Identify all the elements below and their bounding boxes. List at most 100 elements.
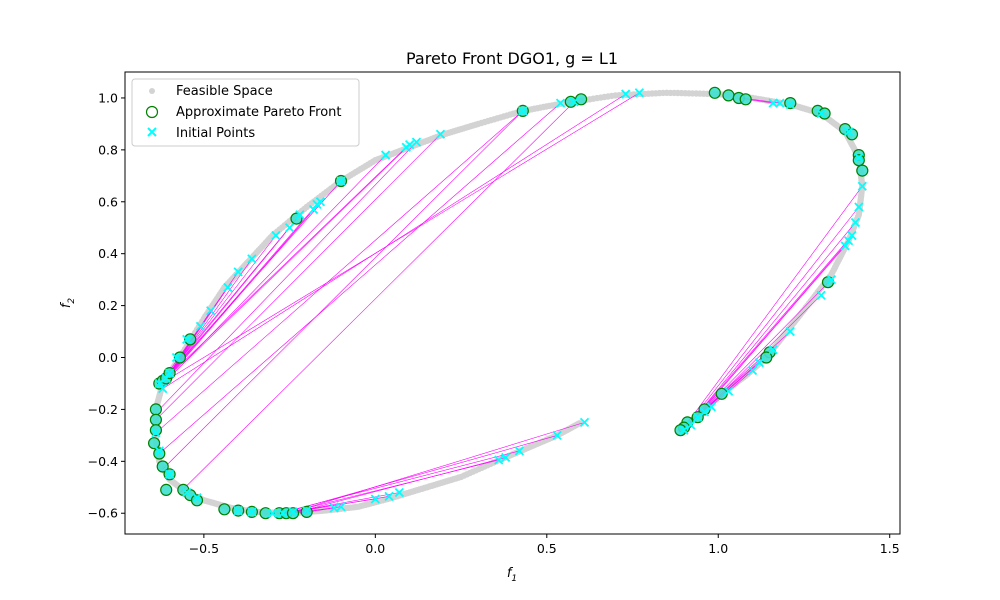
pareto-point (856, 164, 869, 177)
initial-point (754, 358, 765, 368)
initial-points-layer (151, 88, 867, 518)
pareto-point (148, 437, 161, 450)
y-tick-label: −0.4 (88, 454, 118, 469)
initial-point (552, 430, 562, 441)
pareto-point (184, 333, 197, 346)
legend-initial-label: Initial Points (176, 126, 255, 141)
pareto-point (784, 96, 797, 110)
initial-point (223, 282, 233, 293)
initial-point (634, 88, 645, 98)
y-tick-label: 0.4 (98, 246, 118, 261)
pareto-point (149, 403, 162, 416)
initial-point (278, 508, 288, 518)
legend-pareto-label: Approximate Pareto Front (176, 105, 342, 120)
initial-point (195, 321, 206, 331)
initial-point (182, 487, 192, 498)
link-line (162, 110, 524, 470)
x-axis-ticks: −0.5 0.0 0.5 1.0 1.5 (189, 534, 900, 556)
link-line (687, 206, 860, 426)
y-axis-ticks: −0.6 −0.4 −0.2 0.0 0.2 0.4 0.6 0.8 1.0 (88, 90, 125, 521)
y-axis-label-subscript: 2 (67, 298, 77, 304)
initial-point (295, 210, 305, 220)
initial-point (785, 99, 795, 110)
pareto-point (153, 447, 166, 460)
initial-point (158, 384, 168, 394)
initial-point (847, 230, 857, 241)
pareto-point (190, 494, 204, 507)
y-axis-label-main: f (59, 301, 74, 308)
link-line (165, 227, 290, 379)
link-line (162, 144, 410, 384)
y-tick-label: 0.8 (98, 142, 118, 157)
initial-point (233, 267, 243, 277)
legend-feasible-label: Feasible Space (176, 84, 273, 99)
pareto-point (160, 483, 173, 496)
link-line (155, 110, 523, 434)
initial-point (233, 506, 243, 516)
link-line (155, 134, 441, 421)
initial-point (857, 181, 867, 191)
initial-point (850, 217, 861, 228)
initial-point (514, 446, 524, 456)
initial-point (288, 507, 298, 517)
link-line (165, 154, 386, 382)
link-line (162, 93, 626, 389)
pareto-point (149, 424, 162, 437)
legend-box (131, 78, 360, 147)
initial-point (394, 487, 404, 498)
initial-point (579, 417, 590, 428)
x-tick-label: −0.5 (189, 541, 219, 556)
x-tick-label: 0.0 (365, 541, 385, 556)
x-axis-label: f1 (507, 566, 517, 584)
initial-point (621, 89, 631, 99)
initial-point (768, 345, 778, 355)
initial-point (271, 230, 281, 241)
link-line (286, 459, 499, 514)
initial-point (182, 334, 192, 344)
initial-point (501, 452, 511, 463)
initial-point (843, 236, 854, 246)
initial-point (843, 127, 854, 137)
initial-point (315, 197, 326, 207)
initial-point (154, 378, 164, 389)
x-axis-label-main: f (507, 566, 514, 581)
initial-point (723, 386, 734, 396)
link-line (292, 457, 506, 514)
y-axis-label: f2 (59, 298, 77, 309)
link-line (165, 204, 318, 379)
link-line (687, 245, 846, 428)
initial-point (569, 97, 579, 107)
link-line (169, 92, 640, 379)
link-line (683, 235, 853, 431)
initial-point (164, 469, 175, 479)
initial-point (840, 241, 850, 251)
initial-point (494, 455, 504, 465)
initial-point (308, 204, 319, 215)
link-line (683, 186, 863, 428)
y-tick-label: 1.0 (98, 90, 118, 105)
initial-point (329, 503, 339, 513)
link-line (279, 450, 520, 514)
initial-point (435, 129, 446, 139)
initial-point (151, 428, 161, 438)
initial-point (785, 326, 795, 337)
initial-point (247, 507, 257, 517)
initial-point (380, 150, 391, 160)
pareto-point (818, 107, 831, 120)
initial-point (555, 98, 566, 108)
initial-point (686, 420, 696, 430)
link-line (169, 209, 314, 376)
x-axis-label-subscript: 1 (511, 574, 517, 584)
link-line (169, 235, 277, 374)
initial-point (404, 140, 415, 150)
legend-feasible-marker (149, 88, 155, 94)
legend-initial-marker (147, 127, 157, 137)
initial-point (192, 493, 202, 503)
x-tick-label: 1.0 (708, 541, 728, 556)
initial-point (411, 137, 422, 147)
pareto-point (708, 86, 721, 99)
y-tick-label: −0.6 (88, 506, 118, 521)
y-tick-label: 0.6 (98, 194, 118, 209)
pareto-point (259, 507, 272, 520)
